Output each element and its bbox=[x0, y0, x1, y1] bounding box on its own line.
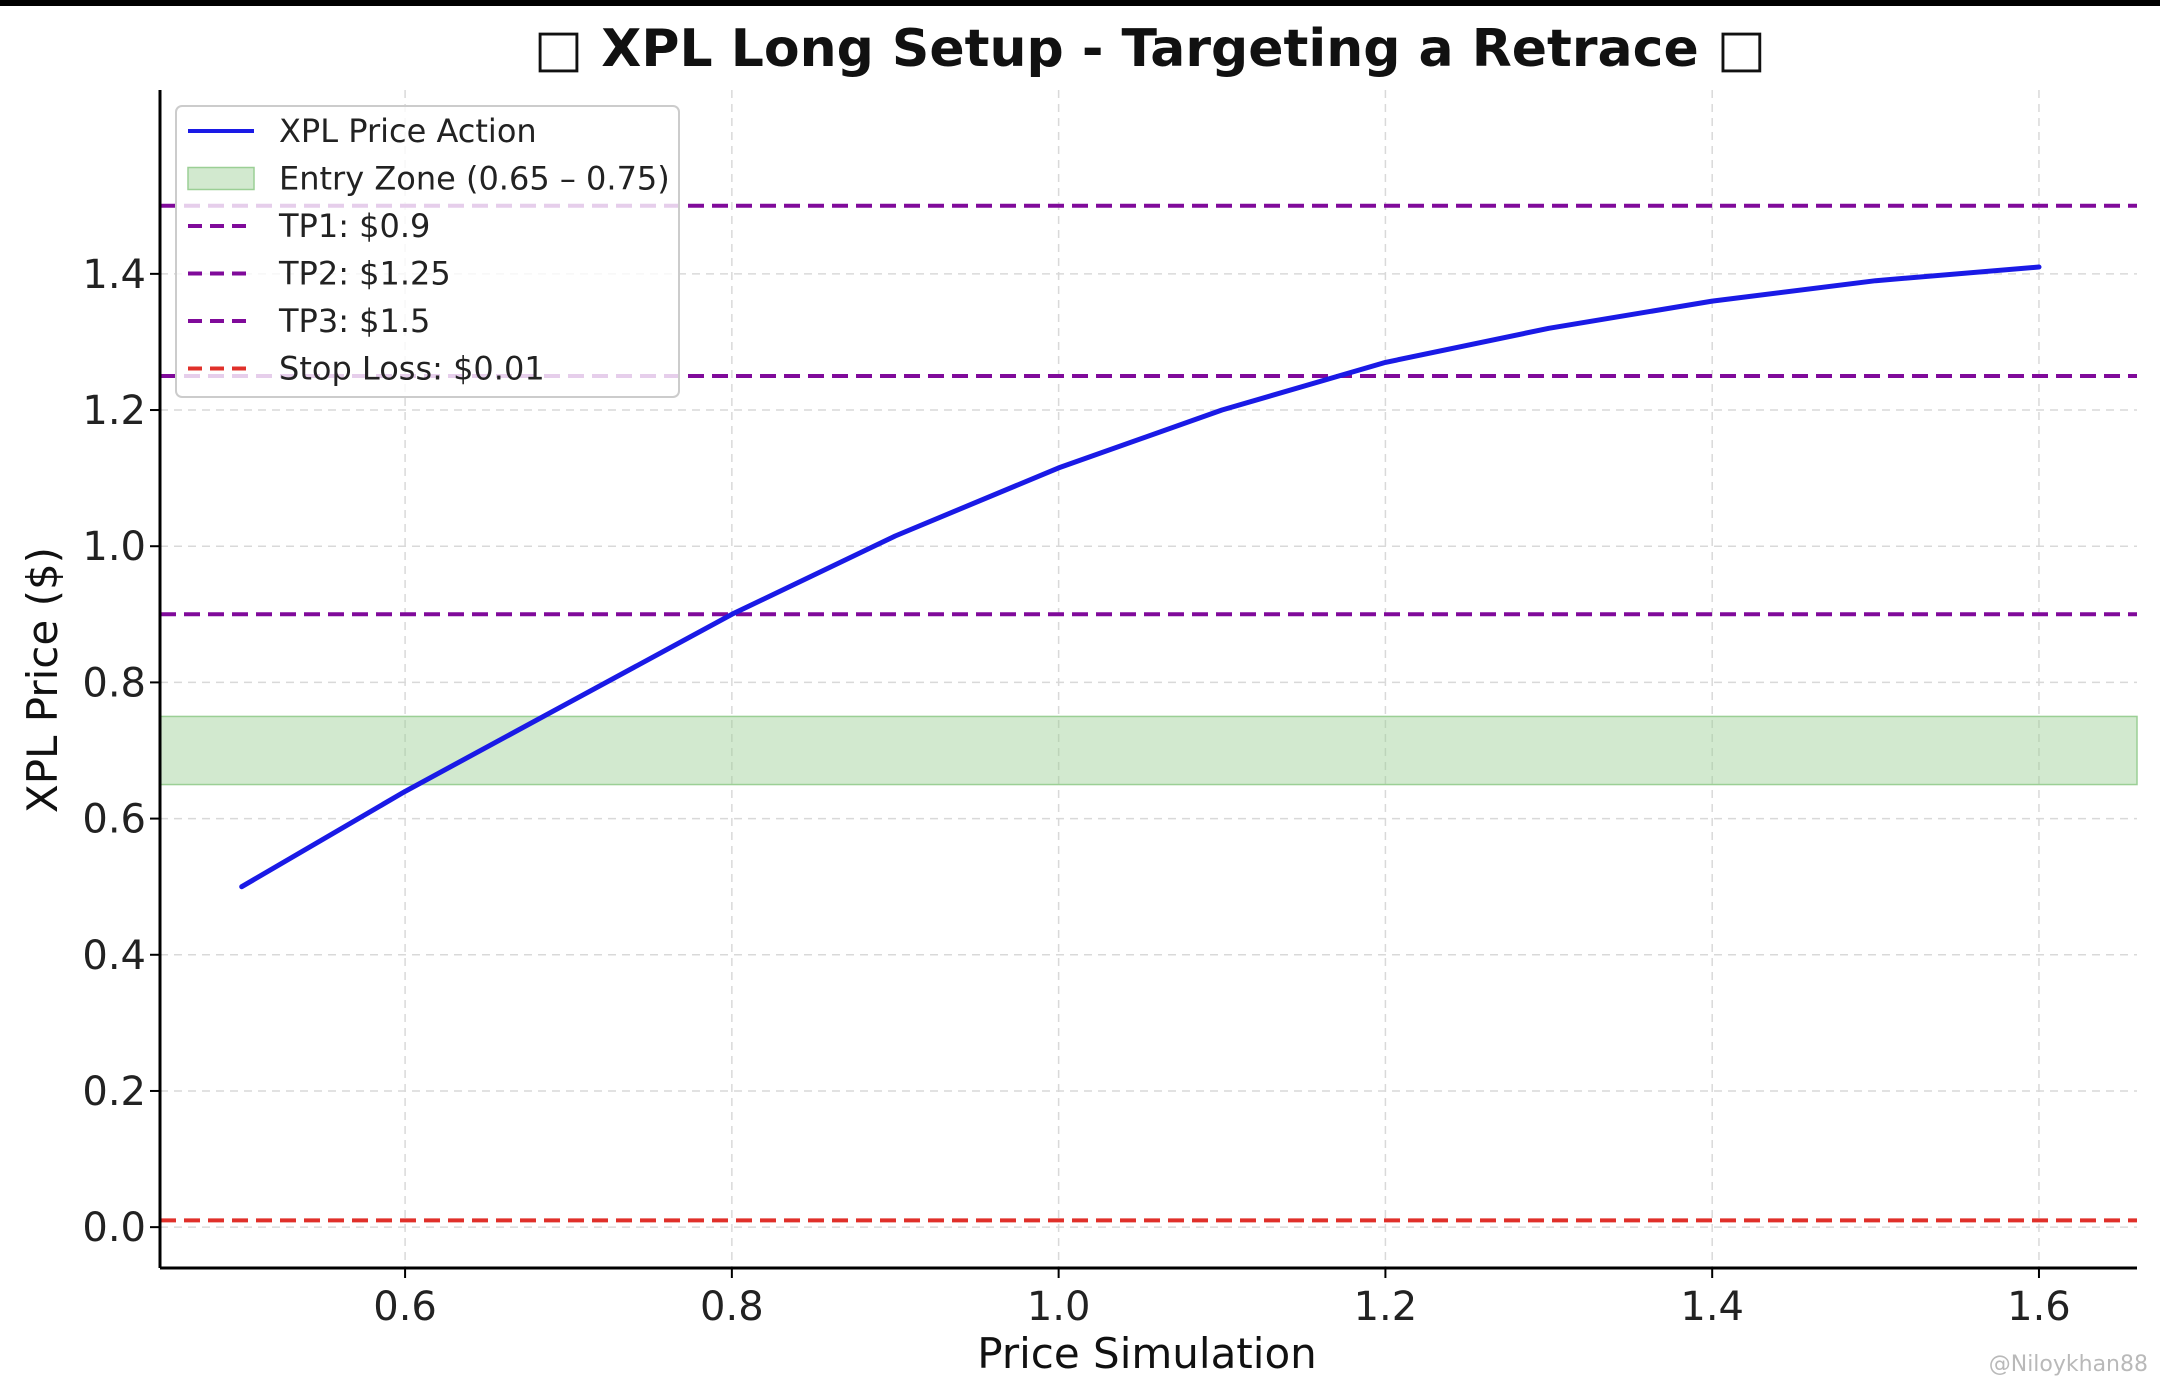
legend-label: TP2: $1.25 bbox=[278, 255, 451, 293]
x-tick-label: 1.4 bbox=[1680, 1284, 1744, 1330]
legend-items: XPL Price Action Entry Zone (0.65 – 0.75)… bbox=[187, 112, 670, 388]
x-tick-label: 0.8 bbox=[700, 1284, 764, 1330]
legend-item-tp2: TP2: $1.25 bbox=[188, 255, 451, 293]
chart-title: □ XPL Long Setup - Targeting a Retrace □ bbox=[534, 19, 1766, 79]
legend-label: TP1: $0.9 bbox=[278, 207, 430, 245]
legend-item-entry-zone: Entry Zone (0.65 – 0.75) bbox=[187, 160, 670, 198]
x-tick-label: 1.2 bbox=[1354, 1284, 1418, 1330]
x-tick-label: 1.6 bbox=[2007, 1284, 2071, 1330]
y-tick-label: 1.4 bbox=[82, 252, 146, 298]
legend: XPL Price Action Entry Zone (0.65 – 0.75)… bbox=[175, 105, 680, 398]
y-tick-label: 0.0 bbox=[82, 1205, 146, 1251]
x-axis-label: Price Simulation bbox=[977, 1329, 1317, 1378]
entry-zone-band bbox=[159, 715, 2138, 786]
watermark: @Niloykhan88 bbox=[1989, 1352, 2148, 1377]
legend-item-stop-loss: Stop Loss: $0.01 bbox=[188, 350, 545, 388]
series-layer bbox=[239, 264, 2042, 890]
y-tick-label: 0.8 bbox=[82, 660, 146, 706]
x-tick-label: 1.0 bbox=[1027, 1284, 1091, 1330]
x-tick-label: 0.6 bbox=[373, 1284, 437, 1330]
y-tick-label: 0.2 bbox=[82, 1069, 146, 1115]
legend-label: Stop Loss: $0.01 bbox=[279, 350, 545, 388]
legend-label: XPL Price Action bbox=[279, 112, 537, 150]
legend-label: TP3: $1.5 bbox=[278, 302, 430, 340]
y-tick-label: 1.0 bbox=[82, 524, 146, 570]
zone-layer bbox=[159, 715, 2138, 786]
legend-label: Entry Zone (0.65 – 0.75) bbox=[279, 160, 670, 198]
legend-item-tp1: TP1: $0.9 bbox=[188, 207, 430, 245]
legend-box bbox=[175, 105, 680, 398]
axes-layer bbox=[158, 90, 2137, 1270]
hline-layer bbox=[160, 203, 2137, 1223]
top-border bbox=[0, 0, 2160, 6]
y-axis-label: XPL Price ($) bbox=[18, 547, 67, 813]
y-tick-label: 0.6 bbox=[82, 797, 146, 843]
price-action-line bbox=[239, 264, 2042, 890]
tick-layer: 0.6 0.8 1.0 1.2 1.4 1.6 0.0 0.2 0.4 0.6 0.8 1.0 1.2 1… bbox=[82, 252, 2070, 1330]
legend-swatch bbox=[187, 166, 255, 191]
legend-item-price-action: XPL Price Action bbox=[188, 112, 537, 150]
y-tick-label: 1.2 bbox=[82, 388, 146, 434]
legend-item-tp3: TP3: $1.5 bbox=[188, 302, 430, 340]
y-tick-label: 0.4 bbox=[82, 933, 146, 979]
